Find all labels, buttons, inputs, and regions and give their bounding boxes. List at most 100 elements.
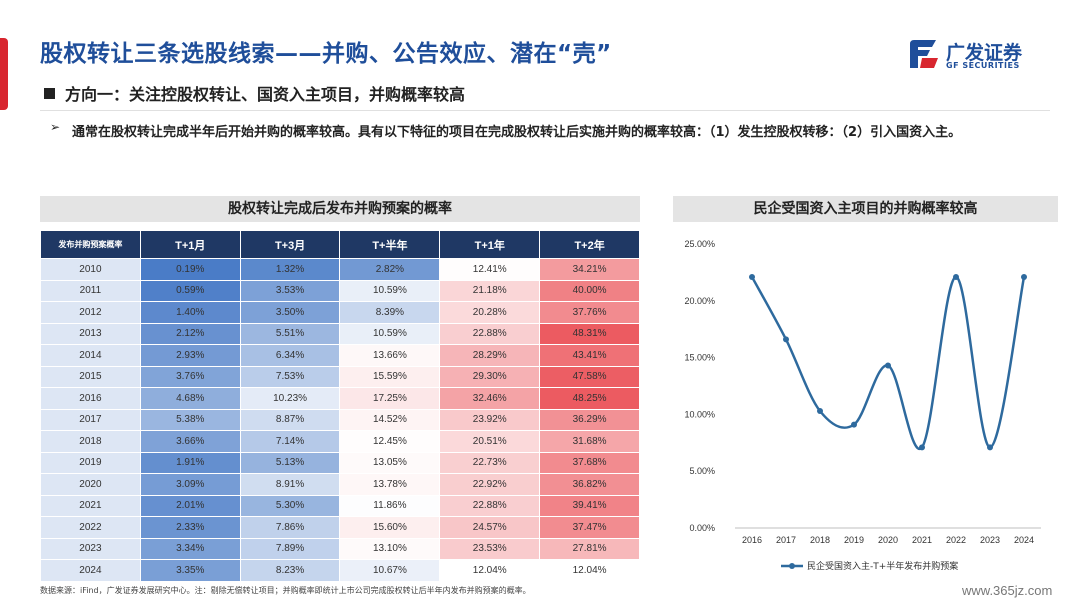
left-accent-bar xyxy=(0,38,8,110)
data-point xyxy=(817,407,823,414)
value-cell: 22.88% xyxy=(439,494,541,517)
data-point xyxy=(987,444,993,451)
logo-text: 广发证券 xyxy=(946,42,1023,64)
logo-subtext: GF SECURITIES xyxy=(946,61,1020,70)
company-logo: 广发证券 GF SECURITIES xyxy=(906,36,1046,74)
value-cell: 39.41% xyxy=(539,494,640,517)
row-year-cell: 2014 xyxy=(40,344,141,367)
table-row: 2015 3.76% 7.53% 15.59% 29.30% 47.58% xyxy=(40,365,640,388)
row-year-cell: 2019 xyxy=(40,451,141,474)
watermark: www.365jz.com xyxy=(962,583,1053,598)
value-cell: 0.59% xyxy=(139,279,241,302)
chart-panel-title: 民企受国资入主项目的并购概率较高 xyxy=(673,196,1058,222)
x-tick-label: 2023 xyxy=(980,535,1000,545)
row-year-cell: 2010 xyxy=(40,258,141,281)
value-cell: 10.59% xyxy=(339,279,441,302)
value-cell: 48.31% xyxy=(539,322,640,345)
value-cell: 40.00% xyxy=(539,279,640,302)
value-cell: 5.30% xyxy=(239,494,341,517)
value-cell: 29.30% xyxy=(439,365,541,388)
value-cell: 2.93% xyxy=(139,344,241,367)
row-year-cell: 2024 xyxy=(40,559,141,582)
section-subtitle: 方向一：关注控股权转让、国资入主项目，并购概率较高 xyxy=(44,81,465,105)
table-corner-header: 发布并购预案概率 xyxy=(40,230,141,259)
value-cell: 1.91% xyxy=(139,451,241,474)
column-header: T+3月 xyxy=(239,230,341,259)
value-cell: 3.66% xyxy=(139,430,241,453)
y-tick-label: 15.00% xyxy=(684,353,715,363)
data-point xyxy=(749,273,755,280)
data-point xyxy=(783,336,789,343)
value-cell: 36.82% xyxy=(539,473,640,496)
table-row: 2011 0.59% 3.53% 10.59% 21.18% 40.00% xyxy=(40,279,640,302)
column-header: T+1月 xyxy=(139,230,241,259)
legend-label: 民企受国资入主-T+半年发布并购预案 xyxy=(807,560,958,572)
x-tick-label: 2020 xyxy=(878,535,898,545)
table-row: 2021 2.01% 5.30% 11.86% 22.88% 39.41% xyxy=(40,494,640,517)
value-cell: 22.88% xyxy=(439,322,541,345)
line-chart: 0.00% 5.00% 10.00% 15.00% 20.00% 25.00% 2016 20… xyxy=(684,239,1041,572)
value-cell: 34.21% xyxy=(539,258,640,281)
value-cell: 32.46% xyxy=(439,387,541,410)
data-point xyxy=(919,444,925,451)
row-year-cell: 2020 xyxy=(40,473,141,496)
value-cell: 3.35% xyxy=(139,559,241,582)
table-row: 2023 3.34% 7.89% 13.10% 23.53% 27.81% xyxy=(40,537,640,560)
x-tick-label: 2022 xyxy=(946,535,966,545)
gf-logo-icon xyxy=(910,40,938,68)
row-year-cell: 2011 xyxy=(40,279,141,302)
row-year-cell: 2015 xyxy=(40,365,141,388)
arrow-bullet-icon: ➢ xyxy=(50,120,61,134)
data-point xyxy=(851,421,857,428)
source-note: 数据来源：iFind，广发证券发展研究中心。注：剔除无偿转让项目；并购概率即统计… xyxy=(40,586,531,595)
y-tick-label: 25.00% xyxy=(684,239,715,249)
value-cell: 3.50% xyxy=(239,301,341,324)
value-cell: 24.57% xyxy=(439,516,541,539)
value-cell: 2.33% xyxy=(139,516,241,539)
value-cell: 13.10% xyxy=(339,537,441,560)
table-row: 2024 3.35% 8.23% 10.67% 12.04% 12.04% xyxy=(40,559,640,582)
value-cell: 17.25% xyxy=(339,387,441,410)
value-cell: 5.38% xyxy=(139,408,241,431)
table-row: 2016 4.68% 10.23% 17.25% 32.46% 48.25% xyxy=(40,387,640,410)
value-cell: 27.81% xyxy=(539,537,640,560)
row-year-cell: 2021 xyxy=(40,494,141,517)
value-cell: 12.41% xyxy=(439,258,541,281)
table-row: 2010 0.19% 1.32% 2.82% 12.41% 34.21% xyxy=(40,258,640,281)
value-cell: 2.82% xyxy=(339,258,441,281)
table-body: 2010 0.19% 1.32% 2.82% 12.41% 34.21% 2011 0.59%… xyxy=(40,258,640,582)
value-cell: 4.68% xyxy=(139,387,241,410)
row-year-cell: 2013 xyxy=(40,322,141,345)
square-bullet-icon xyxy=(44,88,55,99)
legend-marker-icon xyxy=(789,563,795,569)
column-header: T+1年 xyxy=(439,230,541,259)
value-cell: 8.39% xyxy=(339,301,441,324)
value-cell: 37.76% xyxy=(539,301,640,324)
page-title: 股权转让三条选股线索——并购、公告效应、潜在“壳” xyxy=(40,41,612,67)
value-cell: 3.09% xyxy=(139,473,241,496)
value-cell: 10.67% xyxy=(339,559,441,582)
value-cell: 36.29% xyxy=(539,408,640,431)
value-cell: 2.12% xyxy=(139,322,241,345)
value-cell: 5.51% xyxy=(239,322,341,345)
value-cell: 13.66% xyxy=(339,344,441,367)
value-cell: 48.25% xyxy=(539,387,640,410)
value-cell: 5.13% xyxy=(239,451,341,474)
value-cell: 23.92% xyxy=(439,408,541,431)
data-point xyxy=(885,362,891,369)
row-year-cell: 2022 xyxy=(40,516,141,539)
row-year-cell: 2017 xyxy=(40,408,141,431)
value-cell: 28.29% xyxy=(439,344,541,367)
value-cell: 8.91% xyxy=(239,473,341,496)
x-tick-label: 2019 xyxy=(844,535,864,545)
column-header: T+2年 xyxy=(539,230,640,259)
value-cell: 12.04% xyxy=(439,559,541,582)
data-point xyxy=(953,273,959,280)
value-cell: 13.78% xyxy=(339,473,441,496)
x-tick-label: 2021 xyxy=(912,535,932,545)
y-tick-label: 20.00% xyxy=(684,296,715,306)
table-row: 2019 1.91% 5.13% 13.05% 22.73% 37.68% xyxy=(40,451,640,474)
table-row: 2017 5.38% 8.87% 14.52% 23.92% 36.29% xyxy=(40,408,640,431)
value-cell: 22.73% xyxy=(439,451,541,474)
body-paragraph: 通常在股权转让完成半年后开始并购的概率较高。具有以下特征的项目在完成股权转让后实… xyxy=(72,125,962,140)
